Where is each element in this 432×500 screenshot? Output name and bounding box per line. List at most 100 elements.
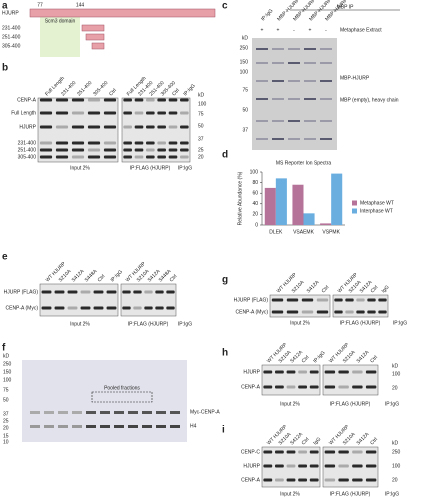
row-label: HJURP — [243, 463, 260, 469]
band — [128, 425, 138, 428]
kd-label: 25 — [198, 147, 204, 153]
band — [288, 80, 300, 82]
bar — [303, 213, 315, 225]
band — [72, 411, 82, 414]
lane-label: Ctrl — [169, 274, 179, 284]
y-tick-label: 0 — [255, 222, 258, 228]
lane-label: Ctrl — [321, 285, 331, 295]
kd-label: 100 — [3, 377, 12, 383]
kd-label: 25 — [3, 418, 9, 424]
band — [256, 80, 268, 82]
band — [304, 120, 316, 122]
label: H4 — [190, 423, 197, 429]
x-tick-label: VSAEMK — [293, 229, 315, 235]
lane-label: S210A — [291, 279, 306, 294]
band — [256, 98, 268, 100]
band — [180, 125, 189, 129]
band — [338, 450, 349, 454]
band — [72, 425, 82, 428]
domain-box — [40, 17, 80, 57]
band — [274, 385, 284, 389]
band — [146, 141, 155, 145]
label: Metaphase Extract — [340, 27, 382, 33]
band — [286, 370, 296, 374]
sign: + — [261, 27, 264, 33]
pooled-box — [91, 391, 153, 403]
band — [39, 148, 53, 152]
band — [271, 298, 284, 302]
band — [272, 98, 284, 100]
lane-label: IP:IgG — [312, 350, 326, 364]
kd-label: 250 — [240, 45, 249, 51]
label: MBP IP — [337, 4, 355, 10]
band — [272, 48, 284, 50]
band — [134, 155, 144, 159]
lane-label: Ctrl — [370, 285, 380, 295]
band — [304, 48, 316, 50]
band — [263, 370, 273, 374]
band — [324, 464, 336, 468]
band — [157, 125, 166, 129]
lane-label: S412A — [71, 268, 86, 283]
band — [309, 478, 319, 482]
band — [93, 306, 104, 310]
caption: Input 2% — [290, 320, 310, 326]
y-tick-label: 60 — [252, 191, 258, 197]
band — [123, 111, 132, 115]
band — [39, 155, 53, 159]
caption: IP:FLAG (HJURP) — [128, 321, 169, 327]
band — [263, 385, 273, 389]
band — [146, 111, 155, 115]
band — [378, 310, 387, 314]
row-label: CENP-A — [17, 97, 37, 103]
blot — [269, 294, 331, 318]
blot — [332, 294, 389, 318]
construct-bar — [91, 42, 105, 50]
caption: Input 2% — [280, 401, 300, 407]
lane-label: S448A — [84, 268, 99, 283]
band — [44, 425, 54, 428]
legend-swatch — [352, 208, 357, 214]
band — [122, 290, 131, 294]
band — [55, 125, 69, 129]
band — [288, 138, 300, 140]
row-label: CENP-A (Myc) — [6, 305, 39, 311]
band — [87, 155, 101, 159]
band — [365, 385, 377, 389]
band — [324, 478, 336, 482]
lane-label: IP:IgG — [182, 83, 196, 97]
band — [272, 62, 284, 64]
y-tick-label: 20 — [252, 212, 258, 218]
row-label: HJURP (FLAG) — [4, 289, 39, 295]
band — [324, 370, 336, 374]
panel-letter: a — [2, 1, 8, 12]
band — [100, 425, 110, 428]
bar — [292, 184, 304, 225]
bar — [331, 173, 343, 225]
band — [180, 141, 189, 145]
band — [80, 290, 91, 294]
band — [146, 155, 155, 159]
kd-label: 150 — [3, 369, 12, 375]
caption: IP:IgG — [385, 491, 399, 497]
band — [272, 120, 284, 122]
band — [144, 306, 153, 310]
band — [338, 478, 349, 482]
lane-label: S412A — [355, 349, 370, 364]
panel-letter: d — [222, 150, 228, 161]
band — [144, 290, 153, 294]
band — [87, 111, 101, 115]
band — [286, 464, 296, 468]
band — [146, 148, 155, 152]
lane-label: Ctrl — [108, 88, 118, 98]
band — [133, 290, 142, 294]
caption: IP:FLAG (HJURP) — [340, 320, 381, 326]
caption: Input 2% — [70, 165, 90, 171]
lane-label: S412A — [355, 431, 370, 446]
band — [41, 306, 52, 310]
band — [114, 411, 124, 414]
band — [298, 478, 308, 482]
kd-label: kD — [198, 92, 205, 98]
band — [338, 370, 349, 374]
